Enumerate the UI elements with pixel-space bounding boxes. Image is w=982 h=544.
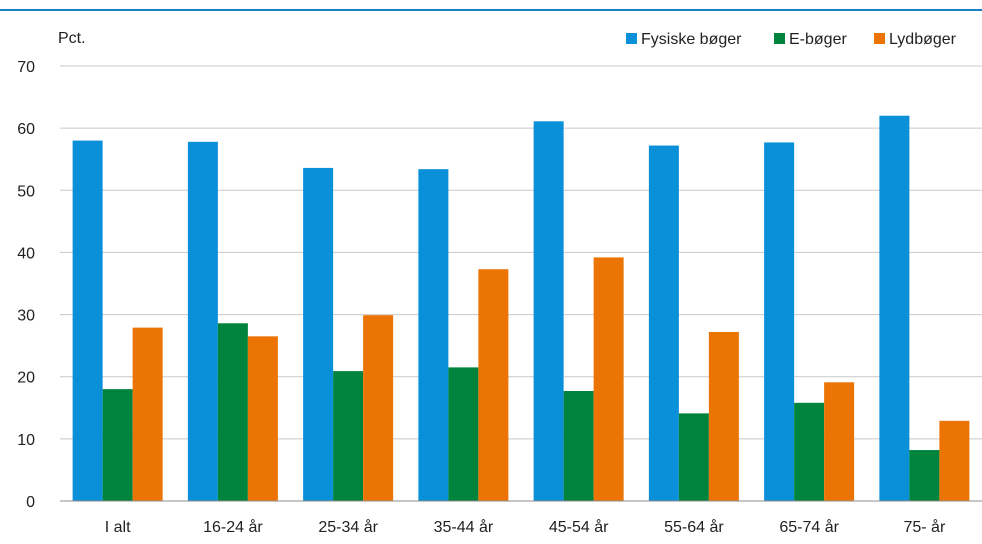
legend-swatch — [626, 33, 637, 44]
bar-lydboger — [708, 331, 739, 501]
y-tick-label: 0 — [26, 494, 35, 511]
bar-fysiske — [879, 115, 910, 501]
bar-fysiske — [764, 142, 795, 501]
y-tick-label: 60 — [17, 121, 35, 138]
bar-lydboger — [939, 420, 970, 501]
bar-lydboger — [824, 382, 855, 501]
legend-label: Fysiske bøger — [641, 31, 742, 48]
y-tick-label: 20 — [17, 370, 35, 387]
legend-label: Lydbøger — [889, 31, 957, 48]
x-tick-label: 75- år — [903, 518, 945, 536]
y-tick-label: 70 — [17, 59, 35, 76]
bar-e-boger — [563, 391, 594, 501]
bar-fysiske — [533, 121, 564, 502]
bar-e-boger — [909, 450, 940, 501]
y-unit-label: Pct. — [58, 30, 86, 47]
x-tick-label: 55-64 år — [664, 518, 724, 536]
bar-fysiske — [303, 167, 334, 501]
bar-e-boger — [448, 367, 479, 501]
bar-lydboger — [593, 257, 624, 501]
bar-fysiske — [648, 145, 679, 502]
y-tick-label: 30 — [17, 308, 35, 325]
bar-lydboger — [478, 269, 509, 501]
bar-lydboger — [247, 336, 278, 501]
x-axis-ticks: I alt 16-24 år 25-34 år 35-44 år 45-54 år 55-… — [105, 518, 946, 536]
y-tick-label: 10 — [17, 432, 35, 449]
y-axis-ticks: 0 10 20 30 40 50 60 70 — [17, 59, 35, 511]
y-tick-label: 40 — [17, 245, 35, 262]
x-tick-label: 35-44 år — [434, 518, 494, 536]
bar-e-boger — [794, 402, 825, 501]
bar-fysiske — [72, 140, 103, 502]
x-tick-label: 16-24 år — [203, 518, 263, 536]
x-tick-label: 45-54 år — [549, 518, 609, 536]
bar-e-boger — [333, 371, 364, 501]
x-tick-label: 65-74 år — [779, 518, 839, 536]
x-tick-label: 25-34 år — [318, 518, 378, 536]
bar-lydboger — [363, 315, 394, 501]
legend: Fysiske bøger E-bøger Lydbøger — [626, 31, 957, 48]
bars — [72, 115, 970, 502]
bar-e-boger — [678, 413, 709, 501]
bar-e-boger — [102, 389, 133, 501]
bar-fysiske — [187, 141, 218, 502]
bar-fysiske — [418, 169, 449, 501]
legend-swatch — [774, 33, 785, 44]
bar-lydboger — [132, 327, 163, 501]
legend-label: E-bøger — [789, 31, 847, 48]
x-tick-label: I alt — [105, 519, 131, 536]
y-tick-label: 50 — [17, 183, 35, 200]
bar-e-boger — [217, 323, 248, 501]
legend-swatch — [874, 33, 885, 44]
